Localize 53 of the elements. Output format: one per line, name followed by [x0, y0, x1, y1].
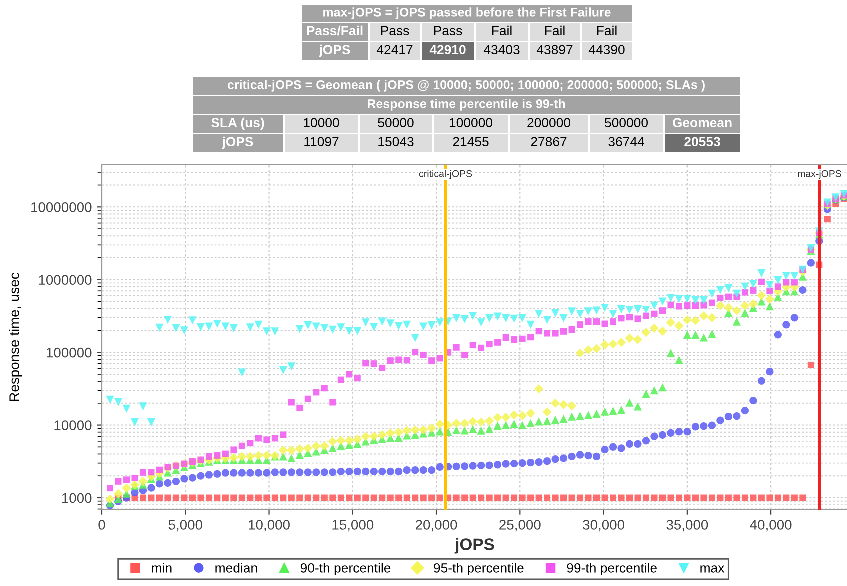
- legend-label: median: [216, 563, 258, 573]
- text: Fail: [597, 26, 617, 36]
- text: 15043: [378, 137, 414, 147]
- text: SLA (us): [212, 118, 264, 130]
- text: Pass: [381, 26, 410, 36]
- y-tick-label: 10000: [54, 420, 92, 430]
- x-tick-label: 35,000: [666, 520, 708, 532]
- text: 500000: [605, 118, 648, 128]
- text: jOPS: [222, 136, 254, 150]
- y-axis-title: Response time, usec: [9, 273, 22, 402]
- legend-label: max: [700, 566, 725, 573]
- text: 21455: [453, 137, 489, 147]
- text: 50000: [378, 118, 414, 128]
- x-tick-label: 20,000: [416, 520, 458, 532]
- y-tick-label: 100000: [46, 348, 92, 358]
- legend-label: min: [152, 563, 172, 573]
- x-tick-label: 15,000: [332, 520, 374, 532]
- legend-label: 95-th percentile: [434, 563, 524, 576]
- text: 20553: [684, 137, 720, 147]
- text: Geomean: [672, 118, 732, 128]
- text: 10000: [304, 118, 340, 128]
- text: Pass: [434, 26, 462, 36]
- text: 42417: [376, 45, 413, 54]
- text: critical-jOPS = Geomean ( jOPS @ 10000; 50000; 100000; 200000; 500000; SLAs ): [228, 80, 705, 92]
- ref-line-label: critical-jOPS: [419, 170, 472, 180]
- text: 43403: [484, 45, 520, 55]
- text: 36744: [608, 137, 644, 147]
- x-tick-label: 25,000: [500, 520, 541, 532]
- text: 100000: [450, 118, 492, 128]
- text: Fail: [492, 26, 512, 36]
- text: jOPS: [319, 44, 350, 58]
- x-tick-label: 40,000: [750, 520, 792, 532]
- text: Pass/Fail: [307, 26, 363, 36]
- legend-label: 90-th percentile: [300, 563, 391, 576]
- text: 27867: [531, 137, 567, 147]
- text: max-jOPS = jOPS passed before the First Failure: [324, 8, 611, 20]
- x-tick-label: 30,000: [583, 520, 624, 532]
- ref-line-label: max-jOPS: [798, 170, 842, 180]
- x-tick-label: 0: [98, 520, 106, 530]
- y-tick-label: 1000000: [39, 275, 92, 286]
- legend-label: 99-th percentile: [567, 563, 657, 576]
- x-tick-label: 5,000: [168, 520, 202, 532]
- text: 11097: [304, 137, 339, 147]
- x-axis-title: jOPS: [454, 538, 494, 554]
- text: 43897: [536, 45, 573, 55]
- y-tick-label: 1000: [62, 493, 92, 504]
- text: 42910: [430, 45, 466, 55]
- text: 200000: [528, 118, 570, 128]
- y-tick-label: 10000000: [32, 202, 92, 212]
- text: Response time percentile is 99-th: [368, 99, 566, 111]
- text: 44390: [588, 45, 625, 55]
- text: Fail: [545, 26, 565, 36]
- x-tick-label: 10,000: [249, 520, 290, 532]
